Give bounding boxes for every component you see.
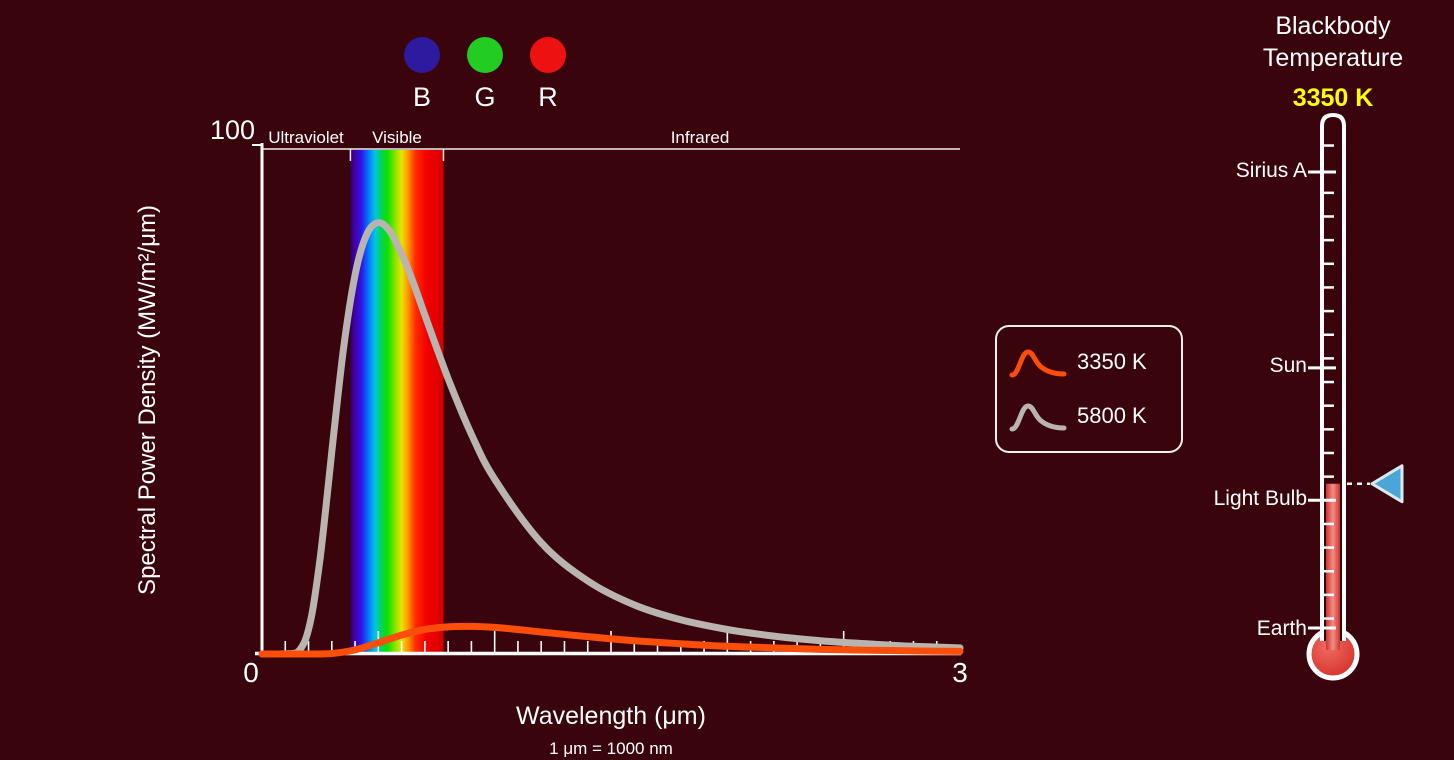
thermometer-label-sun: Sun xyxy=(1269,354,1307,377)
region-label-infrared: Infrared xyxy=(670,128,730,147)
legend: 3350 K 5800 K xyxy=(995,325,1183,453)
thermometer-label-light-bulb: Light Bulb xyxy=(1213,487,1307,510)
temperature-slider-handle[interactable] xyxy=(1370,464,1404,504)
legend-label-5800k: 5800 K xyxy=(1077,403,1147,428)
green-dot-label: G xyxy=(474,82,496,112)
legend-item-5800k: 5800 K xyxy=(1009,389,1181,443)
red-intensity-dot xyxy=(530,37,566,73)
curve-3350k-icon xyxy=(1009,349,1067,378)
x-axis-title: Wavelength (μm) xyxy=(516,702,706,730)
x-axis-min-tick-label: 0 xyxy=(243,657,259,688)
panel-title-line1: Blackbody xyxy=(1275,12,1391,40)
region-label-visible: Visible xyxy=(372,128,422,147)
thermometer-label-earth: Earth xyxy=(1256,617,1307,640)
blue-intensity-dot xyxy=(404,37,440,73)
thermometer-label-sirius-a: Sirius A xyxy=(1235,159,1307,182)
region-label-ultraviolet: Ultraviolet xyxy=(268,128,344,147)
y-axis-title: Spectral Power Density (MW/m²/μm) xyxy=(134,205,161,595)
x-axis-max-tick-label: 3 xyxy=(952,657,968,688)
blue-dot-label: B xyxy=(412,82,431,112)
x-axis-unit-note: 1 μm = 1000 nm xyxy=(549,739,673,758)
y-axis-max-tick-label: 100 xyxy=(209,115,255,145)
curve-5800k-icon xyxy=(1009,403,1067,432)
green-intensity-dot xyxy=(467,37,503,73)
red-dot-label: R xyxy=(538,82,558,112)
legend-label-3350k: 3350 K xyxy=(1077,349,1147,374)
panel-title-line2: Temperature xyxy=(1262,44,1404,72)
legend-item-3350k: 3350 K xyxy=(1009,335,1181,389)
temperature-readout: 3350 K xyxy=(1292,84,1374,112)
